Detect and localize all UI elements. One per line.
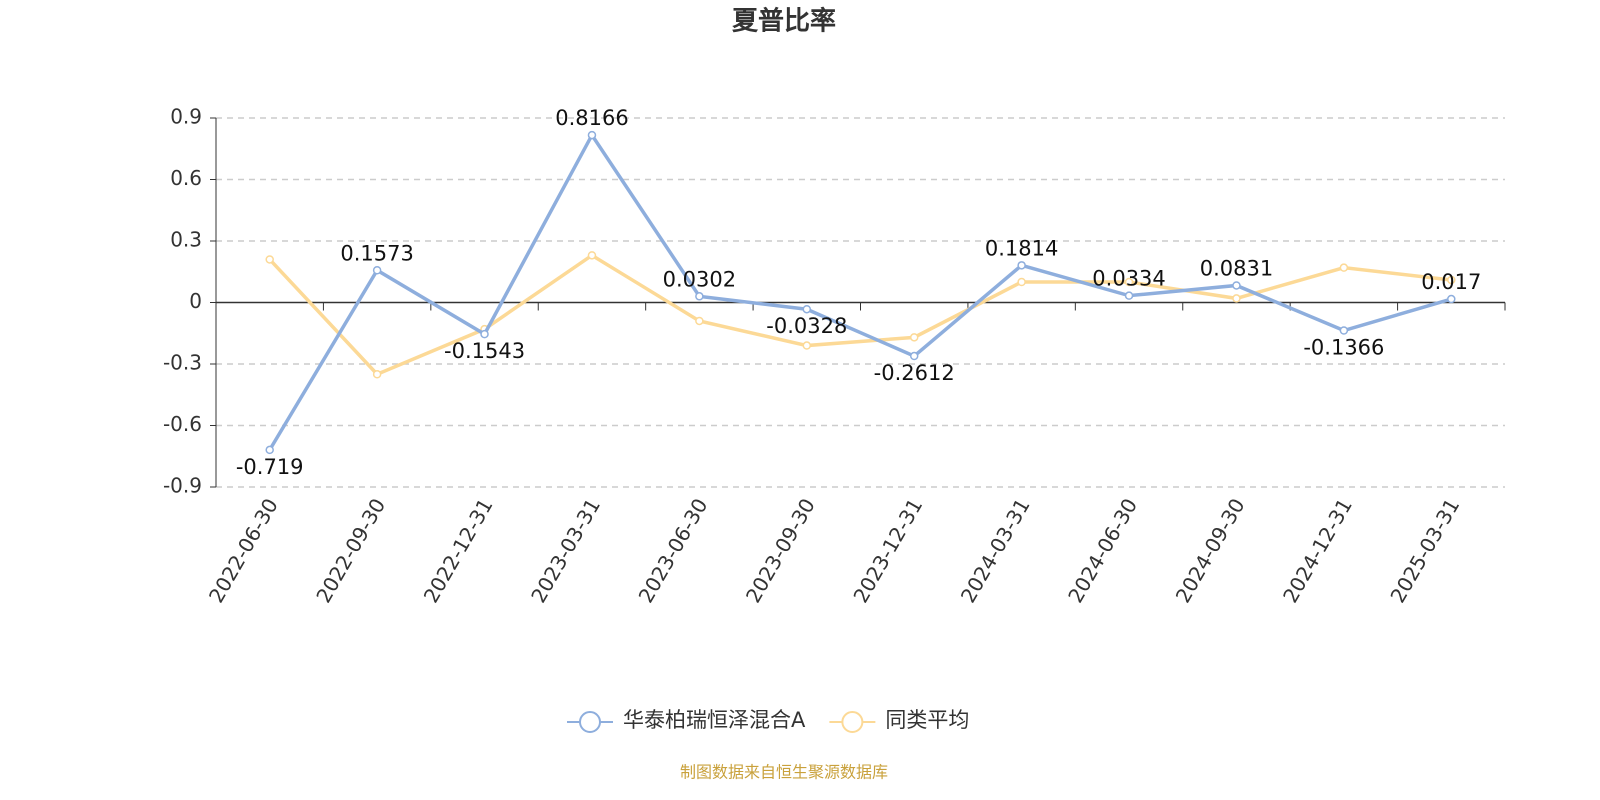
data-label: -0.719 [236, 455, 304, 479]
chart-title: 夏普比率 [732, 6, 836, 37]
data-label: -0.0328 [766, 314, 847, 338]
legend: 华泰柏瑞恒泽混合A 同类平均 [567, 708, 969, 733]
data-label: -0.2612 [874, 361, 955, 385]
data-point [372, 266, 382, 275]
x-tick-label: 2025-03-31 [1385, 494, 1464, 607]
data-point [1232, 281, 1241, 290]
legend-symbol [841, 711, 864, 733]
y-tick-label: -0.3 [163, 351, 202, 375]
data-point [1232, 294, 1241, 303]
y-tick-label: 0 [189, 289, 202, 313]
x-tick-label: 2023-12-31 [848, 494, 927, 607]
data-point [265, 445, 274, 455]
data-point [587, 251, 597, 260]
data-point [1339, 263, 1349, 272]
x-tick-label: 2022-06-30 [204, 494, 283, 607]
data-point [802, 304, 812, 314]
legend-label: 同类平均 [885, 708, 969, 732]
data-point [1447, 294, 1456, 304]
data-label: 0.8166 [555, 106, 628, 130]
legend-symbol [579, 711, 601, 733]
data-label: 0.1573 [340, 241, 413, 265]
x-tick-label: 2024-06-30 [1063, 494, 1142, 607]
data-point [1124, 277, 1134, 287]
legend-item[interactable]: 同类平均 [829, 708, 969, 733]
data-label: 0.0334 [1092, 267, 1165, 291]
data-point [480, 329, 489, 339]
data-point [802, 341, 812, 350]
series-line [268, 131, 1452, 451]
data-point [1017, 277, 1026, 287]
x-tick-label: 2024-03-31 [956, 494, 1035, 607]
data-point [1447, 275, 1456, 285]
data-point [587, 130, 597, 140]
x-tick-label: 2022-09-30 [311, 494, 390, 607]
x-tick-label: 2024-12-31 [1278, 494, 1357, 607]
x-tick-label: 2024-09-30 [1171, 494, 1250, 607]
legend-item[interactable]: 华泰柏瑞恒泽混合A [567, 708, 806, 733]
y-tick-label: -0.9 [163, 474, 202, 498]
y-tick-label: -0.6 [163, 412, 202, 436]
data-point [909, 351, 919, 361]
data-label: 0.0302 [663, 267, 736, 291]
y-tick-label: 0.3 [170, 228, 202, 252]
data-point [1017, 261, 1026, 270]
data-point [265, 255, 274, 264]
data-label: 0.1814 [985, 236, 1058, 260]
data-point [372, 370, 382, 379]
data-label: 0.017 [1421, 270, 1481, 294]
y-tick-label: 0.6 [170, 166, 202, 190]
y-tick-label: 0.9 [170, 105, 202, 129]
data-point [1339, 326, 1349, 335]
x-tick-label: 2023-09-30 [741, 494, 820, 607]
data-label: -0.1543 [444, 339, 525, 363]
x-tick-label: 2022-12-31 [419, 494, 498, 607]
source-note: 制图数据来自恒生聚源数据库 [680, 763, 888, 782]
data-label: 0.0831 [1200, 256, 1273, 280]
data-point [695, 316, 704, 326]
x-tick-label: 2023-03-31 [526, 494, 605, 607]
x-tick-label: 2023-06-30 [634, 494, 713, 607]
data-label: -0.1366 [1303, 336, 1384, 360]
data-point [1124, 291, 1134, 300]
legend-label: 华泰柏瑞恒泽混合A [623, 708, 806, 732]
data-point [909, 333, 919, 342]
data-point [695, 292, 704, 301]
